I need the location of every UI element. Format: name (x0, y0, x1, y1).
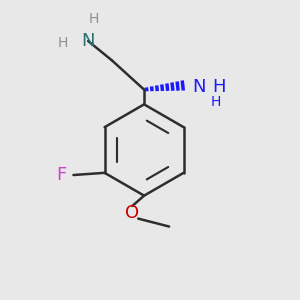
Text: F: F (56, 166, 66, 184)
Text: N: N (81, 32, 95, 50)
Text: O: O (125, 204, 140, 222)
Text: H: H (210, 94, 221, 109)
Text: H: H (57, 35, 68, 50)
Text: N: N (193, 78, 206, 96)
Text: H: H (212, 78, 225, 96)
Text: H: H (89, 12, 99, 26)
